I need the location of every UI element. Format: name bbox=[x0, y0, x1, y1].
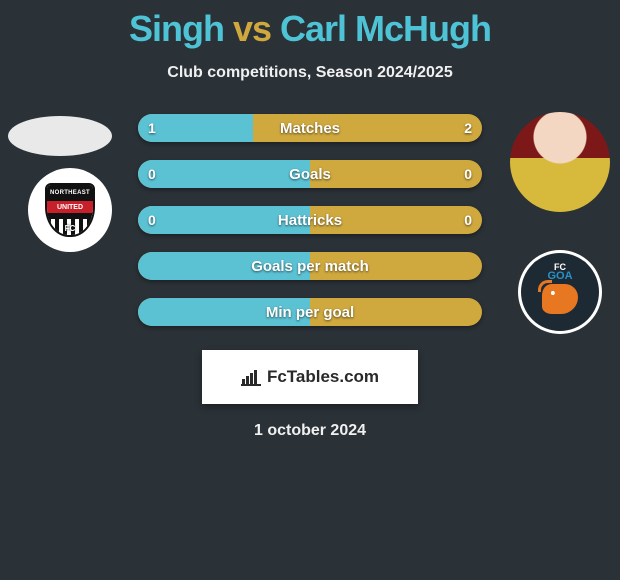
player2-name: Carl McHugh bbox=[280, 8, 491, 49]
comparison-arena: NORTHEAST UNITED FC FC GOA Matches1 2 Goal… bbox=[0, 108, 620, 338]
stat-label: Goals bbox=[138, 160, 482, 188]
comparison-title: Singh vs Carl McHugh bbox=[0, 0, 620, 50]
date-stamp: 1 october 2024 bbox=[0, 422, 620, 440]
stat-label: Goals per match bbox=[138, 252, 482, 280]
subtitle: Club competitions, Season 2024/2025 bbox=[0, 64, 620, 82]
stat-value-right: 0 bbox=[464, 160, 472, 188]
player1-avatar bbox=[8, 116, 112, 156]
stat-value-right: 2 bbox=[464, 114, 472, 142]
fc-goa-badge-icon: FC GOA bbox=[530, 258, 590, 326]
bar-chart-icon bbox=[241, 368, 261, 386]
stat-bar: Min per goal bbox=[138, 298, 482, 326]
stat-value-left: 0 bbox=[148, 206, 156, 234]
branding-text: FcTables.com bbox=[267, 367, 379, 387]
player2-avatar-img bbox=[510, 112, 610, 212]
stat-bars: Matches12Goals00Hattricks00Goals per mat… bbox=[138, 114, 482, 326]
badge-top-text: NORTHEAST bbox=[47, 185, 93, 201]
northeast-united-badge-icon: NORTHEAST UNITED FC bbox=[39, 179, 101, 241]
badge-bot-text: FC bbox=[47, 213, 93, 235]
vs-text: vs bbox=[233, 8, 271, 49]
player1-name: Singh bbox=[129, 8, 224, 49]
player2-club-badge: FC GOA bbox=[518, 250, 602, 334]
stat-label: Matches bbox=[138, 114, 482, 142]
stat-label: Min per goal bbox=[138, 298, 482, 326]
stat-bar: Goals0 0 bbox=[138, 160, 482, 188]
stat-bar: Goals per match bbox=[138, 252, 482, 280]
stat-bar: Hattricks0 0 bbox=[138, 206, 482, 234]
stat-value-right: 0 bbox=[464, 206, 472, 234]
stat-label: Hattricks bbox=[138, 206, 482, 234]
badge-mid-text: UNITED bbox=[47, 201, 93, 213]
stat-value-left: 1 bbox=[148, 114, 156, 142]
stat-value-left: 0 bbox=[148, 160, 156, 188]
player2-avatar bbox=[510, 112, 610, 212]
branding-box: FcTables.com bbox=[202, 350, 418, 404]
stat-bar: Matches1 2 bbox=[138, 114, 482, 142]
gaur-icon bbox=[542, 284, 578, 314]
player1-club-badge: NORTHEAST UNITED FC bbox=[28, 168, 112, 252]
